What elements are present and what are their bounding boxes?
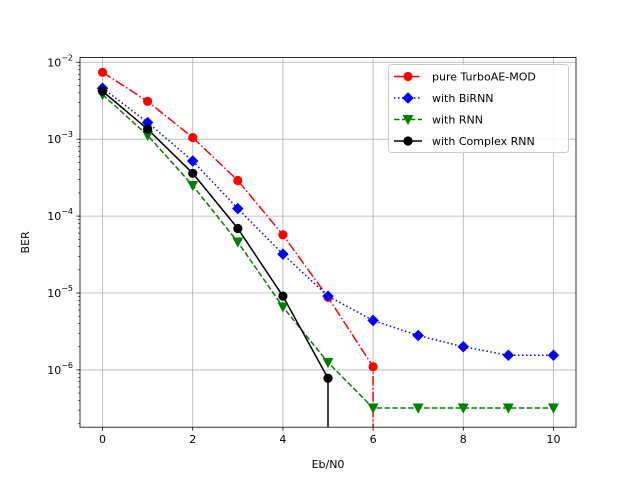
y-tick-label: 10−6 bbox=[47, 361, 73, 377]
y-tick-exponent: −5 bbox=[61, 284, 73, 293]
series-2-point bbox=[232, 237, 244, 248]
series-1-point bbox=[547, 349, 560, 362]
series-1-point bbox=[186, 155, 199, 167]
series-0-point bbox=[233, 175, 243, 186]
y-tick-label: 10−2 bbox=[47, 53, 73, 69]
series-3-point bbox=[143, 124, 153, 134]
x-tick-label: 2 bbox=[189, 433, 196, 446]
y-tick-exponent: −3 bbox=[61, 130, 73, 139]
x-tick-label: 4 bbox=[279, 433, 286, 446]
legend-box bbox=[388, 64, 569, 153]
plot-frame bbox=[79, 57, 577, 428]
y-tick-base: 10 bbox=[47, 133, 61, 146]
x-tick-label: 10 bbox=[546, 433, 560, 446]
y-tick-base: 10 bbox=[47, 287, 61, 300]
series-line-0 bbox=[102, 71, 374, 428]
series-2-point bbox=[187, 181, 199, 192]
series-2-point bbox=[412, 403, 424, 414]
series-1-point bbox=[502, 349, 515, 362]
y-tick-label: 10−4 bbox=[47, 207, 73, 223]
legend-label-3: with Complex RNN bbox=[432, 135, 535, 148]
legend-label-2: with RNN bbox=[432, 114, 483, 127]
legend-marker-3 bbox=[403, 136, 413, 146]
series-3-point bbox=[323, 373, 333, 383]
legend-marker-2 bbox=[402, 115, 414, 126]
series-0-point bbox=[97, 67, 108, 77]
series-1-point bbox=[232, 202, 244, 215]
series-1-point bbox=[322, 290, 334, 302]
x-tick-label: 8 bbox=[460, 433, 467, 446]
series-3-point bbox=[188, 168, 198, 178]
y-tick-exponent: −2 bbox=[61, 53, 73, 62]
series-2-point bbox=[457, 403, 469, 414]
legend-marker-1 bbox=[402, 92, 414, 104]
x-axis-label: Eb/N0 bbox=[312, 458, 345, 471]
series-2-point bbox=[547, 403, 559, 414]
series-1-point bbox=[277, 248, 289, 260]
legend-label-0: pure TurboAE-MOD bbox=[432, 71, 536, 84]
series-1-point bbox=[412, 329, 424, 342]
series-3-point bbox=[278, 291, 288, 301]
y-tick-base: 10 bbox=[47, 210, 61, 223]
series-0-point bbox=[143, 96, 153, 106]
y-tick-label: 10−5 bbox=[47, 284, 73, 300]
series-0-point bbox=[278, 230, 288, 240]
series-2-point bbox=[277, 302, 289, 313]
legend-marker-0 bbox=[403, 71, 413, 82]
series-2-point bbox=[322, 357, 334, 369]
series-0-point bbox=[188, 132, 198, 143]
series-1-point bbox=[457, 341, 470, 353]
series-2-point bbox=[367, 403, 379, 414]
y-tick-label: 10−3 bbox=[47, 130, 73, 146]
series-0-point bbox=[368, 362, 378, 372]
legend-label-1: with BiRNN bbox=[432, 92, 494, 105]
y-tick-base: 10 bbox=[47, 364, 61, 377]
y-tick-exponent: −6 bbox=[61, 361, 73, 370]
marker-group bbox=[96, 67, 560, 414]
series-2-point bbox=[502, 403, 514, 414]
legend: pure TurboAE-MOD with BiRNN with RNN with C… bbox=[388, 64, 569, 153]
series-line-1 bbox=[102, 87, 554, 357]
x-tick-label: 6 bbox=[370, 433, 377, 446]
x-tick-label: 0 bbox=[99, 433, 106, 446]
series-3-point bbox=[97, 86, 108, 96]
y-tick-exponent: −4 bbox=[61, 207, 73, 216]
series-1-point bbox=[367, 314, 379, 327]
series-3-point bbox=[233, 223, 243, 234]
y-axis-label: BER bbox=[19, 231, 32, 253]
y-tick-base: 10 bbox=[47, 56, 61, 69]
